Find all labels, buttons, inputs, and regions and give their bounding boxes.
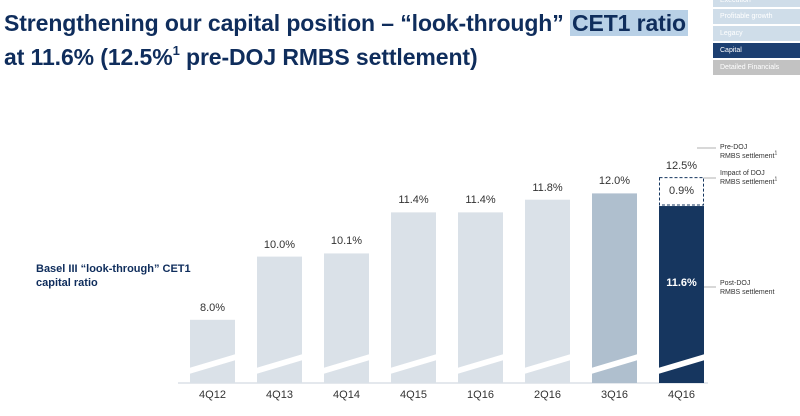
- value-label-4q12: 8.0%: [199, 301, 226, 314]
- title-highlight: CET1 ratio: [569, 10, 688, 36]
- bar-4q15: [391, 212, 436, 383]
- annotation-impact-sup: 1: [774, 176, 778, 183]
- annotation-impact-line2: RMBS settlement: [720, 179, 775, 186]
- bar-1q16: [458, 212, 503, 383]
- annotation-post-doj-line2: RMBS settlement: [720, 289, 775, 296]
- axis-break-1q16: [457, 354, 504, 374]
- value-label-3q16: 12.0%: [598, 175, 631, 188]
- annotation-impact-line1: Impact of DOJ: [720, 170, 765, 177]
- axis-break-4q14: [323, 354, 370, 374]
- value-label-pre-doj-total: 12.5%: [665, 159, 698, 172]
- x-tick-2q16: 2Q16: [534, 389, 561, 401]
- x-tick-4q13: 4Q13: [266, 389, 293, 401]
- annotation-impact: Impact of DOJ RMBS settlement1: [720, 169, 777, 187]
- annotation-post-doj-line1: Post-DOJ: [720, 280, 751, 287]
- annotation-pre-doj: Pre-DOJ RMBS settlement1: [720, 143, 777, 161]
- x-tick-4q16: 4Q16: [668, 389, 695, 401]
- x-tick-3q16: 3Q16: [601, 389, 628, 401]
- value-label-doj-impact: 0.9%: [668, 184, 695, 197]
- value-label-4q15: 11.4%: [398, 194, 429, 207]
- bar-4q14: [324, 253, 369, 383]
- bar-3q16: [592, 193, 637, 383]
- x-tick-1q16: 1Q16: [467, 389, 494, 401]
- x-tick-4q12: 4Q12: [199, 389, 226, 401]
- annotation-pre-doj-sup: 1: [774, 150, 778, 157]
- value-label-4q16: 11.6%: [666, 276, 697, 289]
- bar-4q12: [190, 319, 235, 383]
- value-label-4q14: 10.1%: [330, 235, 363, 248]
- value-label-2q16: 11.8%: [532, 181, 563, 194]
- title-footnote-marker: 1: [172, 43, 180, 58]
- axis-break-3q16: [591, 354, 638, 374]
- nav-item-detailed-financials[interactable]: Detailed Financials: [713, 60, 800, 75]
- annotation-post-doj: Post-DOJ RMBS settlement: [720, 279, 774, 297]
- annotation-pre-doj-line2: RMBS settlement: [720, 153, 775, 160]
- x-tick-4q15: 4Q15: [400, 389, 427, 401]
- axis-break-4q12: [189, 354, 236, 374]
- x-tick-4q14: 4Q14: [333, 389, 360, 401]
- nav-item-capital[interactable]: Capital: [713, 43, 800, 58]
- nav-item-legacy[interactable]: Legacy: [713, 26, 800, 41]
- bar-4q13: [257, 256, 302, 383]
- title-line1: Strengthening our capital position – “lo…: [4, 10, 570, 36]
- section-nav: Execution Profitable growth Legacy Capit…: [713, 0, 800, 77]
- title-line2b: pre-DOJ RMBS settlement): [179, 44, 478, 70]
- chart-y-axis-label: Basel III “look-through” CET1 capital ra…: [36, 263, 191, 289]
- axis-break-4q15: [390, 354, 437, 374]
- annotation-pre-doj-line1: Pre-DOJ: [720, 144, 748, 151]
- title-line2a: at 11.6% (12.5%: [4, 44, 173, 70]
- nav-item-profitable-growth[interactable]: Profitable growth: [713, 9, 800, 24]
- axis-break-4q13: [256, 354, 303, 374]
- bar-2q16: [525, 199, 570, 383]
- page-title: Strengthening our capital position – “lo…: [4, 6, 704, 74]
- value-label-1q16: 11.4%: [465, 194, 496, 207]
- bar-4q16: [659, 206, 704, 383]
- axis-break-4q16: [658, 354, 705, 374]
- axis-break-2q16: [524, 354, 571, 374]
- value-label-4q13: 10.0%: [263, 238, 296, 251]
- nav-item-execution[interactable]: Execution: [713, 0, 800, 7]
